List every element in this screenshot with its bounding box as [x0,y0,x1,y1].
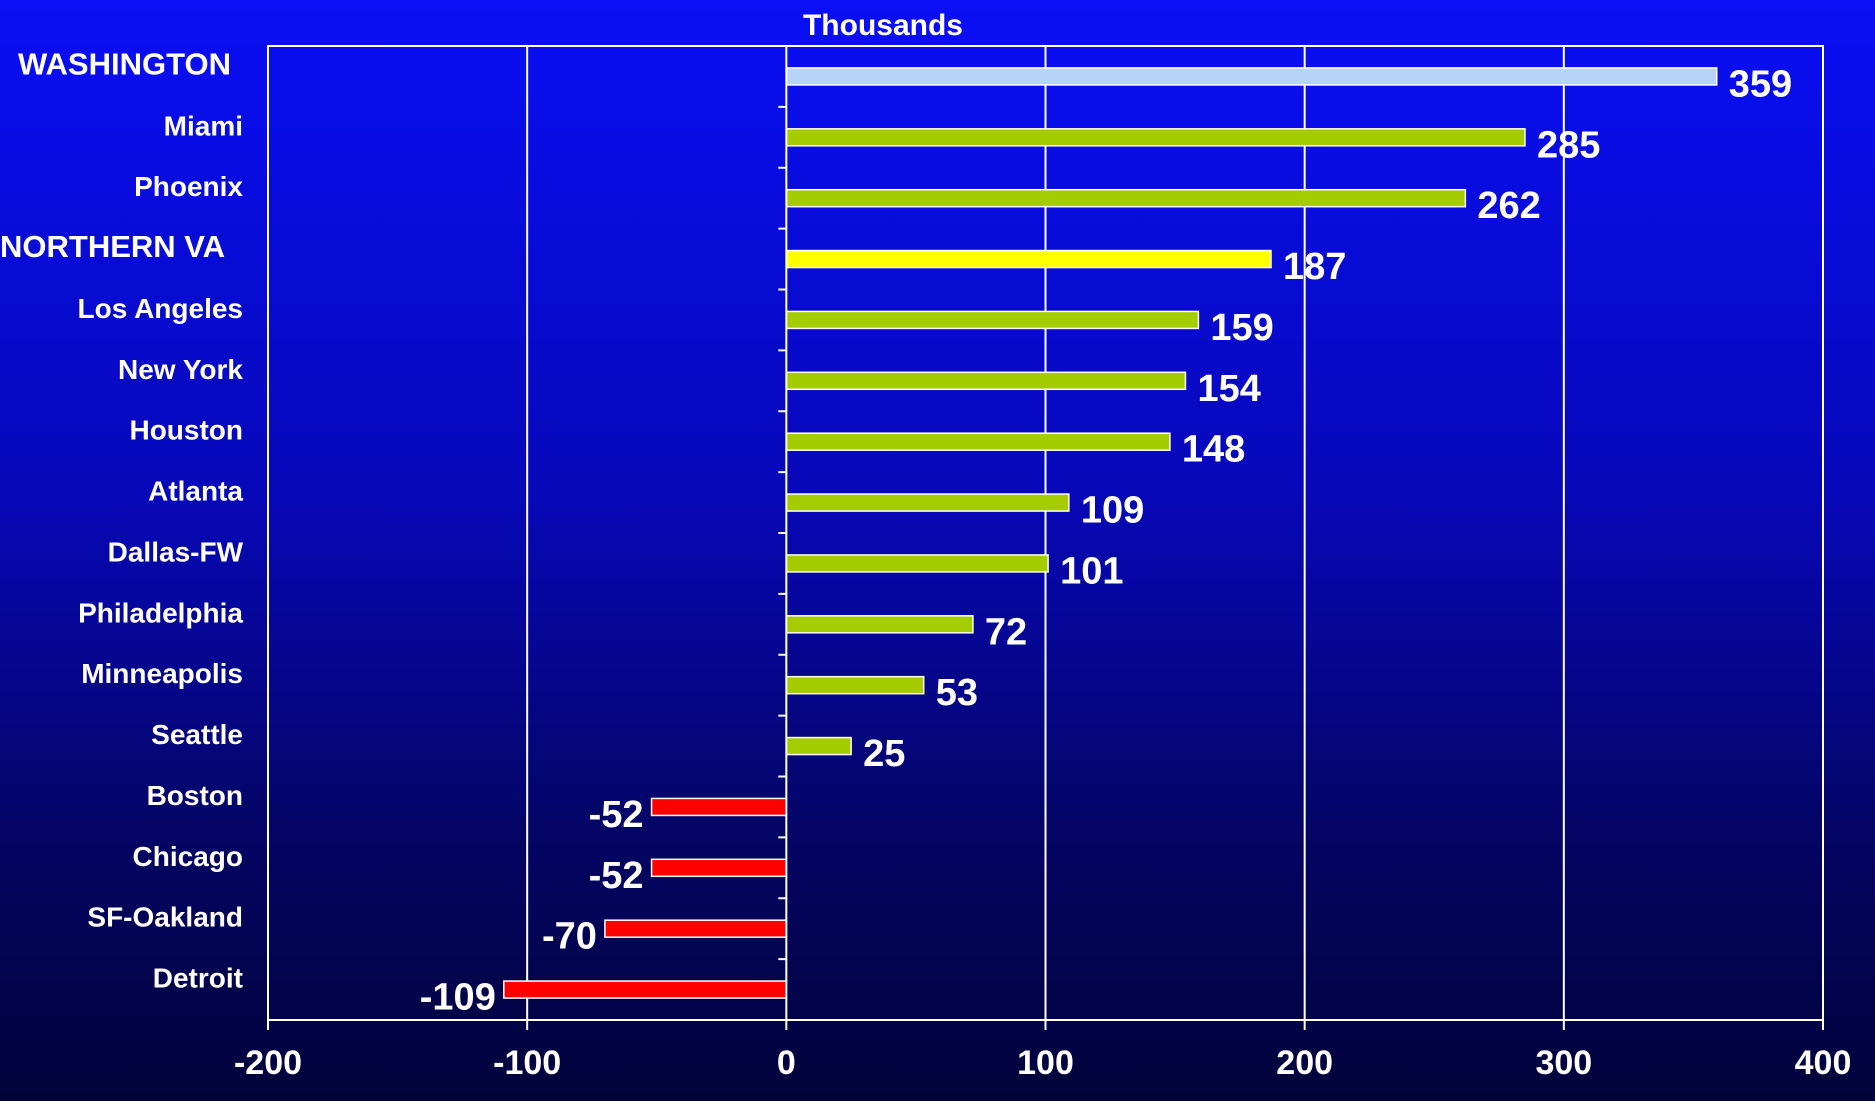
bar [650,797,788,817]
category-label: Atlanta [148,476,243,507]
bar [503,980,788,999]
data-label: 187 [1283,246,1346,288]
category-label: Chicago [133,841,243,872]
bar [650,858,788,878]
category-label: Philadelphia [78,597,243,628]
bar [785,432,1171,451]
bar [785,675,925,695]
data-label: 109 [1081,490,1144,532]
bar [785,128,1526,147]
data-label: 101 [1060,550,1123,592]
category-label: SF-Oakland [87,902,243,933]
x-tick-label: -200 [234,1044,302,1082]
bar [785,188,1467,208]
bar [785,310,1200,330]
data-label: 359 [1729,63,1792,105]
bar [785,371,1187,391]
bar [785,249,1272,269]
data-label: -109 [420,977,496,1019]
bar [785,736,852,756]
category-label: Miami [164,110,243,141]
data-label: 285 [1537,124,1600,166]
category-label: New York [118,354,243,385]
x-tick-label: 200 [1276,1044,1333,1082]
category-label: Phoenix [134,171,243,202]
data-label: 154 [1197,368,1260,410]
category-label: WASHINGTON [18,46,231,81]
category-label: Minneapolis [81,658,243,689]
data-label: -70 [542,916,597,958]
bar [785,615,974,634]
bar [785,554,1049,573]
category-label: NORTHERN VA [0,229,225,264]
category-label: Los Angeles [78,293,243,324]
data-label: 53 [936,672,978,714]
x-tick-label: 100 [1017,1044,1074,1082]
unit-label: Thousands [803,9,963,42]
category-label: Seattle [151,719,243,750]
category-label: Dallas-FW [108,536,244,567]
category-label: Detroit [153,963,243,994]
data-label: 148 [1182,429,1245,471]
x-tick-label: 400 [1795,1044,1852,1082]
data-label: -52 [589,794,644,836]
data-label: 159 [1210,307,1273,349]
data-label: 262 [1477,185,1540,227]
data-label: 25 [863,733,905,775]
x-tick-label: -100 [493,1044,561,1082]
data-label: 72 [985,611,1027,653]
category-label: Houston [129,415,243,446]
x-tick-label: 300 [1535,1044,1592,1082]
bar [785,67,1718,86]
x-tick-label: 0 [777,1044,796,1082]
data-label: -52 [589,855,644,897]
bar [604,919,788,938]
bar [785,493,1070,512]
category-label: Boston [147,780,243,811]
